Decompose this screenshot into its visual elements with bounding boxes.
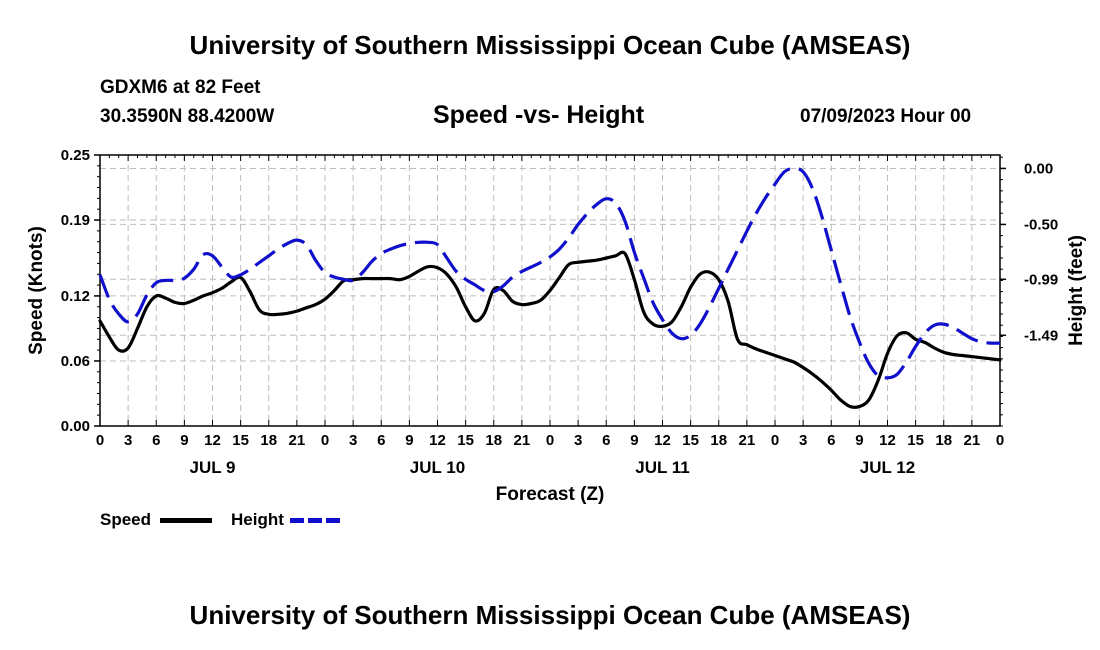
x-tick-label: 21 bbox=[289, 432, 306, 449]
legend-speed-label: Speed bbox=[100, 510, 152, 529]
x-tick-label: 6 bbox=[152, 432, 160, 449]
x-tick-label: 0 bbox=[546, 432, 554, 449]
speed-height-chart: 0 3 6 9 12 15 18 21 0 3 6 9 12 15 18 21 0 3 6 9 12 15 18 21 0 3 6 9… bbox=[26, 147, 1087, 505]
y-left-tick-label: 0.25 bbox=[61, 147, 90, 164]
station-label: GDXM6 at 82 Feet bbox=[100, 77, 261, 98]
legend-speed-swatch bbox=[160, 518, 212, 523]
x-tick-label: 9 bbox=[180, 432, 188, 449]
x-tick-label: 9 bbox=[630, 432, 638, 449]
x-tick-label: 21 bbox=[514, 432, 531, 449]
legend-height-label: Height bbox=[231, 510, 284, 529]
y-left-tick-label: 0.19 bbox=[61, 212, 90, 229]
x-tick-label: 6 bbox=[602, 432, 610, 449]
x-tick-label: 18 bbox=[710, 432, 727, 449]
coordinates-label: 30.3590N 88.4200W bbox=[100, 106, 275, 127]
x-tick-label: 15 bbox=[682, 432, 699, 449]
x-tick-label: 12 bbox=[429, 432, 446, 449]
y-right-tick-label: 0.00 bbox=[1024, 160, 1053, 177]
x-tick-label: 15 bbox=[907, 432, 924, 449]
x-tick-label: 3 bbox=[349, 432, 357, 449]
speed-series-line bbox=[98, 250, 1002, 409]
x-day-label: JUL 10 bbox=[410, 458, 465, 477]
x-day-label: JUL 9 bbox=[190, 458, 236, 477]
footer-title: University of Southern Mississippi Ocean… bbox=[189, 600, 911, 630]
y-right-tick-label: -0.50 bbox=[1024, 216, 1058, 233]
y-right-tick-label: -0.99 bbox=[1024, 271, 1058, 288]
x-tick-label: 12 bbox=[204, 432, 221, 449]
y-right-tick-label: -1.49 bbox=[1024, 327, 1058, 344]
chart-subtitle: Speed -vs- Height bbox=[433, 101, 645, 129]
x-tick-label: 6 bbox=[377, 432, 385, 449]
x-tick-label: 15 bbox=[232, 432, 249, 449]
x-tick-label: 12 bbox=[654, 432, 671, 449]
x-tick-label: 15 bbox=[457, 432, 474, 449]
x-tick-label: 18 bbox=[935, 432, 952, 449]
y-left-axis-title: Speed (Knots) bbox=[26, 226, 47, 355]
x-tick-label: 18 bbox=[485, 432, 502, 449]
chart-title: University of Southern Mississippi Ocean… bbox=[189, 30, 911, 60]
x-tick-label: 0 bbox=[321, 432, 329, 449]
x-tick-label: 0 bbox=[771, 432, 779, 449]
x-day-label: JUL 11 bbox=[635, 458, 690, 477]
x-tick-label: 9 bbox=[405, 432, 413, 449]
x-tick-label: 21 bbox=[739, 432, 756, 449]
x-tick-label: 0 bbox=[996, 432, 1004, 449]
x-tick-label: 3 bbox=[799, 432, 807, 449]
x-tick-label: 6 bbox=[827, 432, 835, 449]
x-tick-label: 0 bbox=[96, 432, 104, 449]
y-right-axis-title: Height (feet) bbox=[1066, 235, 1087, 346]
x-tick-label: 9 bbox=[855, 432, 863, 449]
y-left-tick-label: 0.00 bbox=[61, 418, 90, 435]
x-tick-label: 3 bbox=[124, 432, 132, 449]
y-left-tick-label: 0.06 bbox=[61, 353, 90, 370]
x-day-label: JUL 12 bbox=[860, 458, 915, 477]
x-tick-label: 18 bbox=[260, 432, 277, 449]
height-series-line bbox=[98, 166, 1001, 380]
x-axis-title: Forecast (Z) bbox=[496, 484, 605, 505]
y-left-tick-label: 0.12 bbox=[61, 288, 90, 305]
datetime-label: 07/09/2023 Hour 00 bbox=[800, 106, 972, 127]
x-tick-label: 3 bbox=[574, 432, 582, 449]
legend-height-swatch bbox=[290, 518, 342, 523]
x-tick-label: 21 bbox=[964, 432, 981, 449]
x-tick-label: 12 bbox=[879, 432, 896, 449]
